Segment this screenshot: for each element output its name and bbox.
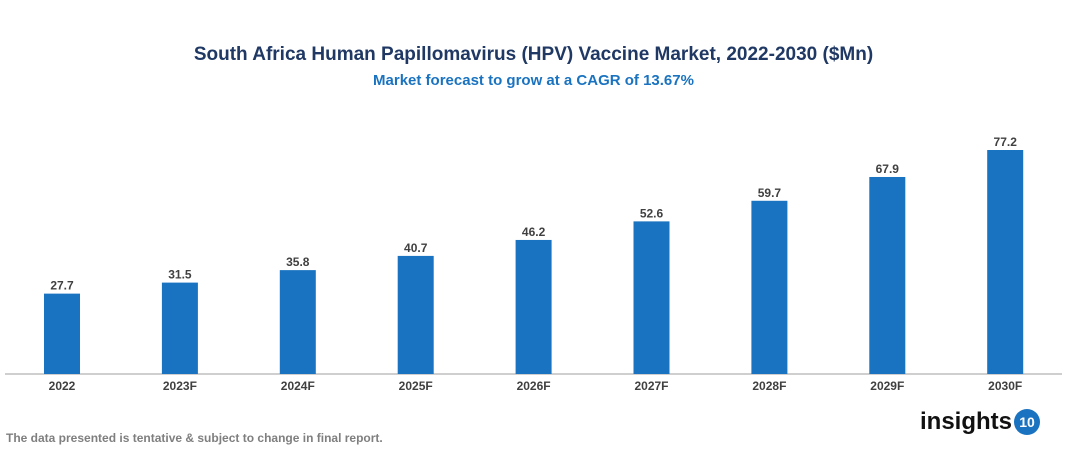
bar	[515, 239, 552, 374]
chart-title: South Africa Human Papillomavirus (HPV) …	[193, 44, 874, 65]
x-tick-label: 2022	[49, 379, 76, 393]
x-tick-label: 2025F	[399, 379, 433, 393]
bar	[397, 255, 434, 374]
logo-text: insights	[920, 408, 1013, 435]
data-label: 67.9	[876, 162, 900, 176]
x-tick-label: 2026F	[517, 379, 551, 393]
logo-badge: 10	[1014, 409, 1041, 435]
x-tick-label: 2030F	[988, 379, 1022, 393]
data-label: 52.6	[640, 206, 664, 220]
x-tick-label: 2028F	[752, 379, 786, 393]
bar	[987, 150, 1024, 374]
chart-subtitle: Market forecast to grow at a CAGR of 13.…	[373, 72, 694, 89]
x-tick-label: 2023F	[163, 379, 197, 393]
bar	[279, 270, 316, 374]
data-label: 27.7	[50, 279, 74, 293]
bar	[751, 200, 788, 374]
bar	[44, 293, 80, 374]
data-label: 77.2	[994, 135, 1018, 149]
x-tick-label: 2027F	[634, 379, 668, 393]
disclaimer: The data presented is tentative & subjec…	[6, 431, 383, 445]
bar	[633, 221, 670, 374]
bar	[161, 282, 198, 374]
data-label: 40.7	[404, 241, 428, 255]
data-label: 31.5	[168, 268, 192, 282]
data-label: 35.8	[286, 255, 310, 269]
bar	[869, 176, 906, 374]
data-label: 46.2	[522, 225, 546, 239]
x-tick-label: 2024F	[281, 379, 315, 393]
x-tick-label: 2029F	[870, 379, 904, 393]
data-label: 59.7	[758, 186, 782, 200]
insights10-logo: insights 10	[920, 408, 1041, 436]
